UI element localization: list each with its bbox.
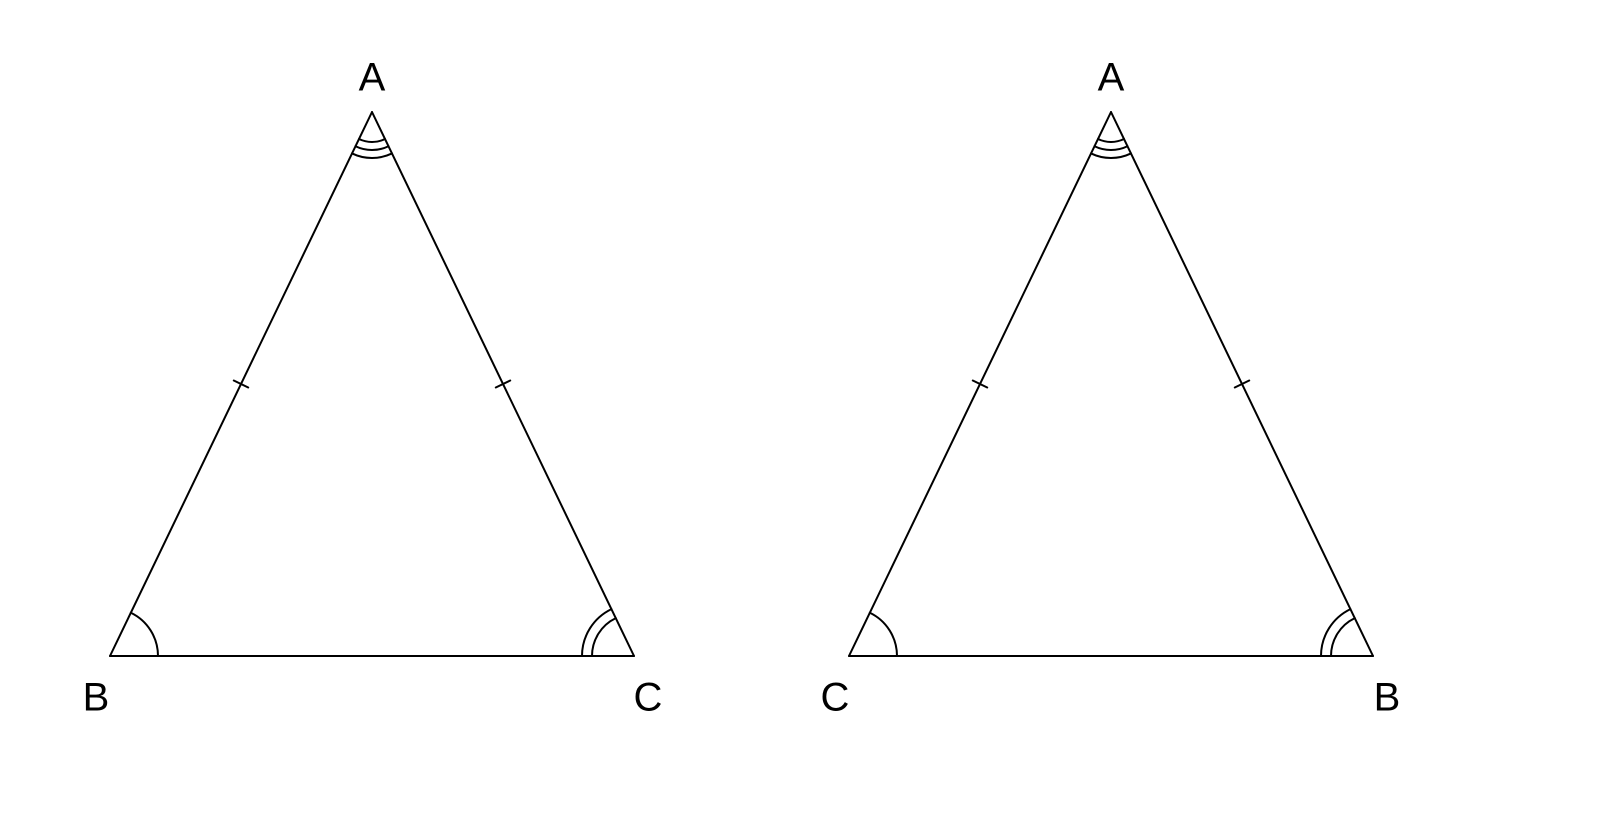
diagram-canvas: A B C A C B: [0, 0, 1599, 822]
vertex-label-triangle-left-B: B: [83, 676, 110, 721]
vertex-label-triangle-right-A: A: [1098, 56, 1125, 101]
vertex-label-triangle-right-B: B: [1374, 676, 1401, 721]
vertex-label-triangle-left-A: A: [359, 56, 386, 101]
vertex-label-triangle-left-C: C: [634, 676, 663, 721]
triangles-svg: [0, 0, 1599, 822]
vertex-label-triangle-right-C: C: [821, 676, 850, 721]
